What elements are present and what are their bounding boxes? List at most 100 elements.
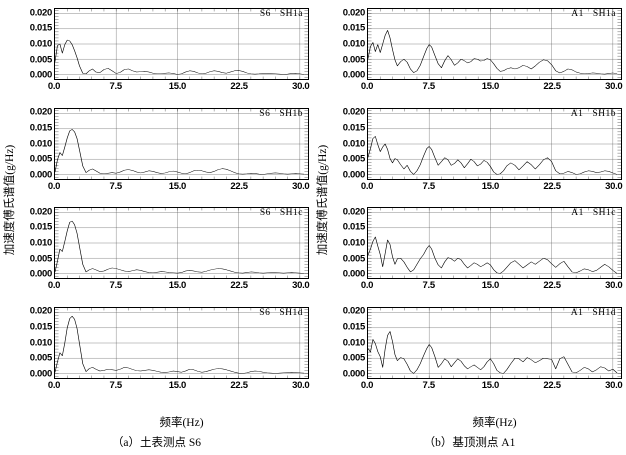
panel-site-label: A1 xyxy=(570,307,584,318)
y-tick-label: 0.015 xyxy=(29,22,53,34)
x-axis-ticks: 0.0 7.5 15.0 22.5 30.0 xyxy=(48,280,310,294)
y-tick-label: 0.015 xyxy=(342,321,366,333)
spectrum-panel: 0.000 0.005 0.010 0.015 0.020 A1 SH1b 0.0 7.5 15.… xyxy=(330,102,626,202)
x-tick-label: 22.5 xyxy=(543,81,561,92)
panel-case-label: SH1c xyxy=(592,208,616,218)
x-tick-label: 7.5 xyxy=(422,280,436,291)
panel-label: S6 SH1c xyxy=(260,208,303,218)
plot-frame xyxy=(367,306,622,379)
plot-area: A1 SH1c 0.0 7.5 15.0 22.5 30.0 xyxy=(361,201,626,301)
plot-frame xyxy=(367,8,622,80)
panel-site-label: S6 xyxy=(259,307,271,318)
y-tick-label: 0.010 xyxy=(342,337,366,348)
y-tick-label: 0.000 xyxy=(29,69,53,81)
y-tick-label: 0.000 xyxy=(29,268,53,280)
x-tick-label: 22.5 xyxy=(543,280,561,291)
x-axis-ticks: 0.0 7.5 15.0 22.5 30.0 xyxy=(361,379,623,394)
plot-frame xyxy=(367,107,622,180)
y-tick-label: 0.000 xyxy=(342,368,366,380)
x-tick-label: 7.5 xyxy=(109,379,123,391)
x-tick-label: 0.0 xyxy=(360,280,374,291)
x-tick-label: 7.5 xyxy=(422,180,436,192)
x-tick-label: 30.0 xyxy=(292,280,310,291)
y-tick-label: 0.020 xyxy=(29,106,53,118)
plot-frame xyxy=(54,107,309,180)
x-tick-label: 30.0 xyxy=(292,81,310,92)
plot-area: S6 SH1a 0.0 7.5 15.0 22.5 30.0 xyxy=(48,2,313,102)
y-axis-label-text: 加速度傅氏谱值(g/Hz) xyxy=(3,144,16,256)
panel-label: A1 SH1c xyxy=(571,208,616,218)
x-tick-label: 15.0 xyxy=(168,180,187,192)
y-tick-label: 0.005 xyxy=(29,153,53,165)
x-tick-label: 15.0 xyxy=(481,81,500,92)
panel-site-label: A1 xyxy=(571,9,584,19)
y-tick-label: 0.005 xyxy=(342,352,366,364)
y-tick-label: 0.000 xyxy=(342,69,366,81)
panel-label: S6 SH1a xyxy=(260,9,303,19)
y-tick-label: 0.020 xyxy=(29,7,53,19)
x-tick-label: 7.5 xyxy=(109,280,123,291)
panel-label: A1 SH1d xyxy=(571,308,616,318)
x-tick-label: 30.0 xyxy=(605,81,623,92)
column-a-body: 加速度傅氏谱值(g/Hz) 0.000 0.005 0.010 0.015 0.020 S… xyxy=(0,0,313,400)
y-tick-label: 0.010 xyxy=(29,237,53,249)
y-tick-label: 0.020 xyxy=(342,7,366,19)
y-tick-label: 0.015 xyxy=(342,22,366,34)
x-tick-label: 30.0 xyxy=(292,180,310,192)
x-tick-label: 15.0 xyxy=(481,280,500,291)
y-tick-label: 0.020 xyxy=(29,305,53,317)
x-tick-label: 22.5 xyxy=(230,280,248,291)
x-axis-label-left: 频率(Hz) xyxy=(159,417,204,429)
x-tick-label: 30.0 xyxy=(605,180,623,192)
x-tick-label: 7.5 xyxy=(422,379,436,391)
x-tick-label: 15.0 xyxy=(481,180,500,192)
y-tick-label: 0.010 xyxy=(29,138,53,149)
plot-area: S6 SH1d 0.0 7.5 15.0 22.5 30.0 xyxy=(48,301,313,401)
y-tick-label: 0.020 xyxy=(342,206,366,218)
x-axis-ticks: 0.0 7.5 15.0 22.5 30.0 xyxy=(361,180,623,195)
plot-area: A1 SH1d 0.0 7.5 15.0 22.5 30.0 xyxy=(361,301,626,401)
figure-column-b: 加速度傅氏谱值(g/Hz) 0.000 0.005 0.010 0.015 0.020 A… xyxy=(313,0,626,455)
y-tick-label: 0.020 xyxy=(342,305,366,317)
x-tick-label: 15.0 xyxy=(481,379,500,391)
x-tick-label: 0.0 xyxy=(47,81,61,92)
y-tick-label: 0.000 xyxy=(342,268,366,280)
plot-area: A1 SH1a 0.0 7.5 15.0 22.5 30.0 xyxy=(361,2,626,102)
panel-case-label: SH1d xyxy=(279,307,303,318)
panel-site-label: S6 xyxy=(259,208,271,218)
y-tick-label: 0.020 xyxy=(29,206,53,218)
panel-label: A1 SH1b xyxy=(571,109,616,119)
x-tick-label: 30.0 xyxy=(605,379,623,391)
panel-site-label: A1 xyxy=(570,108,584,119)
x-tick-label: 30.0 xyxy=(605,280,623,291)
plot-frame xyxy=(54,207,309,279)
spectrum-panel: 0.000 0.005 0.010 0.015 0.020 S6 SH1b 0.0 7.5 15.… xyxy=(17,102,313,202)
y-axis-ticks: 0.000 0.005 0.010 0.015 0.020 xyxy=(17,102,54,202)
x-tick-label: 15.0 xyxy=(168,379,187,391)
panel-case-label: SH1a xyxy=(592,9,616,19)
x-tick-label: 22.5 xyxy=(543,379,561,391)
spectrum-panel: 0.000 0.005 0.010 0.015 0.020 A1 SH1d 0.0 7.5 15.… xyxy=(330,301,626,401)
x-tick-label: 0.0 xyxy=(360,81,374,92)
column-b-panels: 0.000 0.005 0.010 0.015 0.020 A1 SH1a 0.0 7.5 15.… xyxy=(330,0,626,400)
spectrum-panel: 0.000 0.005 0.010 0.015 0.020 A1 SH1a 0.0 7.5 15.… xyxy=(330,2,626,102)
x-tick-label: 0.0 xyxy=(47,180,61,192)
panel-label: A1 SH1a xyxy=(571,9,616,19)
x-axis-label-right: 频率(Hz) xyxy=(472,417,517,429)
spectrum-panel: 0.000 0.005 0.010 0.015 0.020 A1 SH1c 0.0 7.5 15.… xyxy=(330,201,626,301)
y-axis-ticks: 0.000 0.005 0.010 0.015 0.020 xyxy=(17,301,54,401)
panel-site-label: S6 xyxy=(259,9,271,19)
y-tick-label: 0.000 xyxy=(29,368,53,380)
plot-frame xyxy=(54,8,309,80)
x-tick-label: 15.0 xyxy=(168,81,187,92)
x-tick-label: 15.0 xyxy=(168,280,187,291)
plot-area: A1 SH1b 0.0 7.5 15.0 22.5 30.0 xyxy=(361,102,626,202)
panel-site-label: A1 xyxy=(571,208,584,218)
y-tick-label: 0.000 xyxy=(29,169,53,181)
y-axis-ticks: 0.000 0.005 0.010 0.015 0.020 xyxy=(330,301,367,401)
y-tick-label: 0.015 xyxy=(29,321,53,333)
y-tick-label: 0.010 xyxy=(342,237,366,249)
spectrum-panel: 0.000 0.005 0.010 0.015 0.020 S6 SH1c 0.0 7.5 15.… xyxy=(17,201,313,301)
y-axis-ticks: 0.000 0.005 0.010 0.015 0.020 xyxy=(17,201,54,301)
